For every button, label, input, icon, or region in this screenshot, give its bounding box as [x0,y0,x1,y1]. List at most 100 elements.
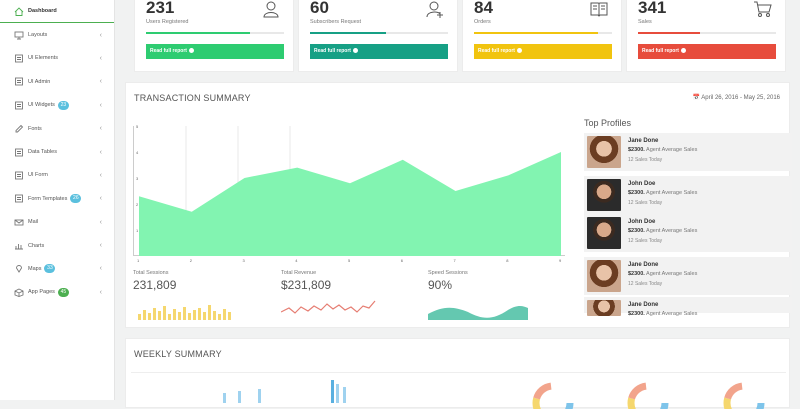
widget-icon [14,101,24,109]
weekly-charts [126,339,791,409]
arrow-circle-icon [681,48,686,53]
transaction-area-chart [133,126,565,256]
amount-value: $2300. [628,271,645,277]
read-full-report-button[interactable]: Read full report [146,44,284,59]
profile-name: John Doe [628,219,655,225]
profile-amount: $2300. Agent Average Sales [628,271,697,277]
chevron-left-icon: ‹ [100,55,102,62]
amount-text: Agent Average Sales [645,228,698,234]
sparkline-bar [193,310,196,320]
stat-label: Sales [638,19,652,25]
sparkline [133,298,233,320]
donut-chart [536,386,570,409]
x-tick-label: 4 [295,258,297,263]
button-label: Read full report [150,48,187,54]
sparkline-bar [213,311,216,320]
read-full-report-button[interactable]: Read full report [474,44,612,59]
chevron-left-icon: ‹ [100,195,102,202]
book-icon [589,0,609,19]
read-full-report-button[interactable]: Read full report [638,44,776,59]
sidebar-item-label: UI Form [28,172,48,178]
session-title: Total Revenue [281,270,401,276]
profile-name: Jane Done [628,262,658,268]
sidebar-item-label: Charts [28,243,44,249]
button-label: Read full report [314,48,351,54]
profile-amount: $2300. Agent Average Sales [628,190,697,196]
sidebar-item-layouts[interactable]: Layouts ‹ [0,23,114,46]
sidebar-item-fonts[interactable]: Fonts‹ [0,117,114,140]
template-icon [14,195,24,203]
profile-amount: $2300. Agent Average Sales [628,147,697,153]
session-stat: Speed Sessions 90% [428,270,548,292]
chevron-left-icon: ‹ [100,242,102,249]
sidebar-item-mail[interactable]: Mail‹ [0,211,114,234]
sidebar-item-data-tables[interactable]: Data Tables‹ [0,140,114,163]
stat-value: 60 [310,0,329,18]
sidebar-badge: 45 [58,288,69,297]
sparkline-bar [163,306,166,320]
profile-item[interactable]: Jane Done $2300. Agent Average Sales 12 Sa… [584,257,792,295]
chevron-left-icon: ‹ [100,32,102,39]
map-pin-icon [14,265,24,273]
sidebar-item-ui-elements[interactable]: UI Elements ‹ [0,47,114,70]
avatar [587,217,621,249]
sidebar-item-ui-admin[interactable]: UI Admin‹ [0,70,114,93]
sidebar-item-label: UI Elements [28,55,58,61]
amount-value: $2300. [628,311,645,317]
profile-amount: $2300. Agent Average Sales [628,311,697,317]
transaction-summary-title: TRANSACTION SUMMARY [134,93,251,103]
sparkline-line [281,301,375,313]
amount-text: Agent Average Sales [645,147,698,153]
session-value: 90% [428,278,548,292]
sparkline-bar [168,314,171,320]
sidebar-badge: 23 [58,101,69,110]
sparkline-bar [148,313,151,320]
sparkline-bar [183,307,186,320]
read-full-report-button[interactable]: Read full report [310,44,448,59]
chevron-left-icon: ‹ [100,149,102,156]
weekly-summary-card: WEEKLY SUMMARY [125,338,790,408]
sidebar-item-dashboard[interactable]: Dashboard [0,0,114,23]
calendar-icon: 📅 [692,95,699,101]
sparkline-bar [198,308,201,320]
y-tick-label: 2 [136,202,138,207]
sparkline-bar [228,312,231,320]
sidebar-item-charts[interactable]: Charts ‹ [0,234,114,257]
stat-progress-fill [474,32,598,34]
sidebar-item-ui-form[interactable]: UI Form‹ [0,164,114,187]
sidebar-item-label: App Pages [28,289,55,295]
amount-text: Agent Average Sales [645,271,698,277]
sidebar-item-label: Layouts [28,32,47,38]
weekly-bar [238,391,241,403]
sparkline-bar [138,314,141,320]
y-tick-label: 1 [136,228,138,233]
donut-chart [727,386,761,409]
profile-sales: 12 Sales Today [628,281,662,287]
weekly-bar [258,389,261,403]
pencil-icon [14,125,24,133]
layers-icon [14,54,24,62]
profile-sales: 12 Sales Today [628,238,662,244]
grid-icon [14,78,24,86]
sparkline-bar [188,313,191,320]
date-range[interactable]: 📅 April 26, 2016 - May 25, 2016 [692,94,780,101]
sparkline-bar [178,312,181,320]
session-stat: Total Revenue$231,809 [281,270,401,292]
user-icon [261,0,281,19]
sidebar-item-label: Maps [28,266,41,272]
session-title: Speed Sessions [428,270,548,276]
x-tick-label: 7 [454,258,456,263]
button-label: Read full report [642,48,679,54]
sidebar-badge: 26 [70,194,81,203]
profile-sales: 12 Sales Today [628,157,662,163]
profile-item[interactable]: Jane Done$2300. Agent Average Sales [584,297,792,313]
sidebar-item-label: Mail [28,219,38,225]
